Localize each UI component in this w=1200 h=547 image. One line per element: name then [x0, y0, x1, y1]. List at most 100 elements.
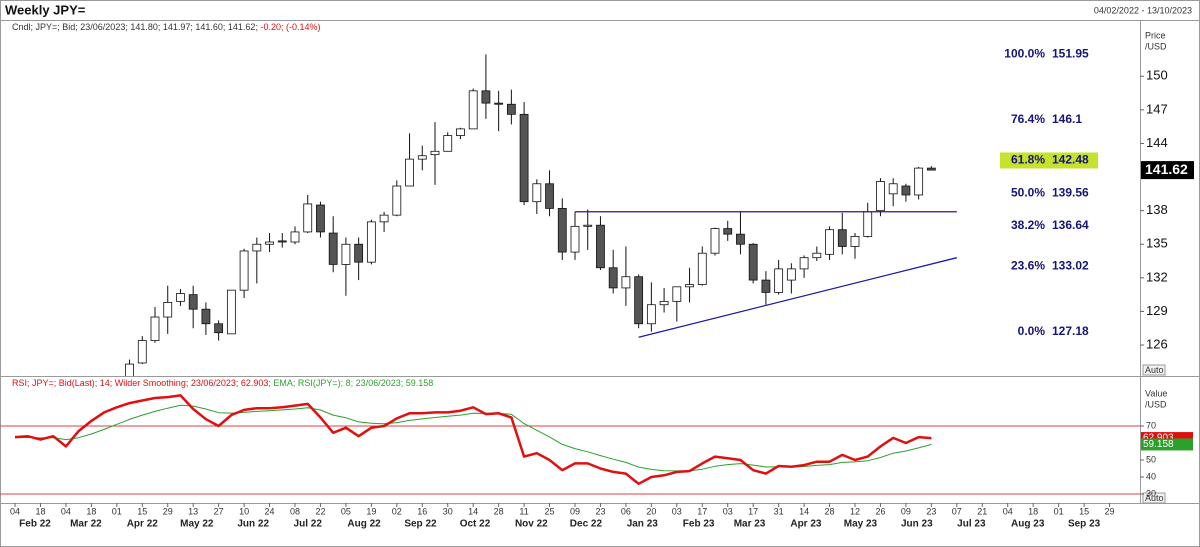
candle-body — [685, 284, 694, 288]
x-month-label: Nov 22 — [515, 519, 548, 530]
x-tick-label: 04 — [61, 506, 71, 516]
value-box-label: 62.903 — [1143, 433, 1174, 444]
candle-body — [392, 185, 402, 216]
x-month-label: May 23 — [844, 519, 878, 530]
x-month-label: Sep 23 — [1068, 519, 1101, 530]
last-price-box — [1141, 161, 1194, 180]
x-month-label: Oct 22 — [460, 519, 491, 530]
x-tick-label: 23 — [926, 506, 936, 516]
fib-value: 139.56 — [1052, 185, 1089, 199]
fib-value: 136.64 — [1052, 218, 1089, 232]
auto-label[interactable]: Auto — [1145, 493, 1164, 503]
x-tick-label: 01 — [1054, 506, 1064, 516]
candle-body — [901, 185, 911, 196]
candle-body — [354, 243, 364, 263]
y-tick-label: 144 — [1146, 135, 1168, 150]
x-tick-label: 01 — [112, 506, 122, 516]
series-line — [14, 394, 932, 486]
y-axis-label: Value — [1145, 388, 1167, 398]
rsi-legend: RSI; JPY=; Bid(Last); 14; Wilder Smoothi… — [12, 378, 433, 388]
x-tick-label: 10 — [239, 506, 249, 516]
x-month-label: Dec 22 — [570, 519, 603, 530]
price-legend: Cndl; JPY=; Bid; 23/06/2023; 141.80; 141… — [12, 22, 320, 32]
auto-box[interactable] — [1142, 364, 1166, 376]
candle-body — [697, 252, 707, 285]
y-tick-label: 70 — [1146, 420, 1156, 430]
x-tick-label: 17 — [697, 506, 707, 516]
candle-body — [926, 167, 936, 171]
x-tick-label: 04 — [1003, 506, 1013, 516]
candle-body — [672, 286, 682, 302]
x-tick-label: 22 — [315, 506, 325, 516]
legend-change: -0.20; (-0.14%) — [258, 22, 321, 32]
x-tick-label: 19 — [366, 506, 376, 516]
x-tick-label: 25 — [545, 506, 555, 516]
y-axis-label: /USD — [1145, 41, 1167, 51]
candle-body — [277, 240, 287, 243]
candle-body — [137, 340, 147, 364]
x-tick-label: 02 — [392, 506, 402, 516]
candle-body — [876, 181, 885, 212]
candle-body — [748, 243, 758, 281]
fib-value: 151.95 — [1052, 47, 1089, 61]
fib-percent: 61.8% — [1011, 153, 1045, 167]
x-tick-label: 28 — [494, 506, 504, 516]
candle-body — [774, 268, 784, 293]
x-month-label: Jan 23 — [627, 519, 659, 530]
x-month-label: Aug 23 — [1011, 519, 1045, 530]
x-month-label: Feb 23 — [683, 519, 715, 530]
x-tick-label: 18 — [35, 506, 45, 516]
candle-body — [863, 211, 873, 237]
x-month-label: Sep 22 — [404, 519, 437, 530]
candle-body — [494, 102, 504, 105]
x-tick-label: 21 — [977, 506, 987, 516]
candle-body — [150, 316, 160, 341]
candle-body — [188, 294, 198, 310]
y-tick-label: 132 — [1146, 269, 1168, 284]
lines — [0, 394, 1140, 495]
candle-body — [570, 225, 580, 253]
x-tick-label: 15 — [137, 506, 147, 516]
candle-body — [659, 300, 669, 306]
auto-label[interactable]: Auto — [1145, 365, 1164, 375]
y-tick-label: 40 — [1146, 471, 1156, 481]
candle-body — [443, 135, 453, 152]
candle-body — [723, 228, 733, 235]
x-tick-label: 06 — [621, 506, 631, 516]
x-month-label: Jun 23 — [901, 519, 933, 530]
y-tick-label: 147 — [1146, 101, 1168, 116]
candle-body — [761, 279, 771, 293]
candle-body — [850, 236, 860, 247]
y-tick-label: 126 — [1146, 336, 1168, 351]
x-tick-label: 30 — [443, 506, 453, 516]
x-tick-label: 16 — [417, 506, 427, 516]
x-tick-label: 18 — [86, 506, 96, 516]
candle-body — [405, 158, 414, 187]
candle-body — [545, 183, 554, 209]
x-tick-label: 27 — [214, 506, 224, 516]
value-box-label: 59.158 — [1143, 439, 1174, 450]
candle-body — [201, 308, 211, 325]
x-tick-label: 23 — [595, 506, 605, 516]
x-month-label: May 22 — [180, 519, 214, 530]
x-month-label: Jul 23 — [957, 519, 986, 530]
x-tick-label: 08 — [290, 506, 300, 516]
candle-body — [481, 90, 491, 104]
legend-rsi: RSI; JPY=; Bid(Last); 14; Wilder Smoothi… — [12, 378, 271, 388]
candle-body — [557, 208, 567, 253]
candle-body — [290, 231, 300, 243]
x-tick-label: 09 — [570, 506, 580, 516]
candle-body — [621, 276, 631, 289]
candles — [125, 54, 957, 376]
fib-percent: 23.6% — [1011, 259, 1045, 273]
auto-box[interactable] — [1142, 492, 1166, 504]
candle-body — [430, 150, 440, 156]
candle-body — [825, 229, 834, 255]
value-box — [1141, 438, 1193, 451]
candle-body — [736, 233, 745, 245]
fib-percent: 38.2% — [1011, 218, 1045, 232]
candle-body — [596, 224, 605, 269]
y-tick-label: 50 — [1146, 454, 1156, 464]
